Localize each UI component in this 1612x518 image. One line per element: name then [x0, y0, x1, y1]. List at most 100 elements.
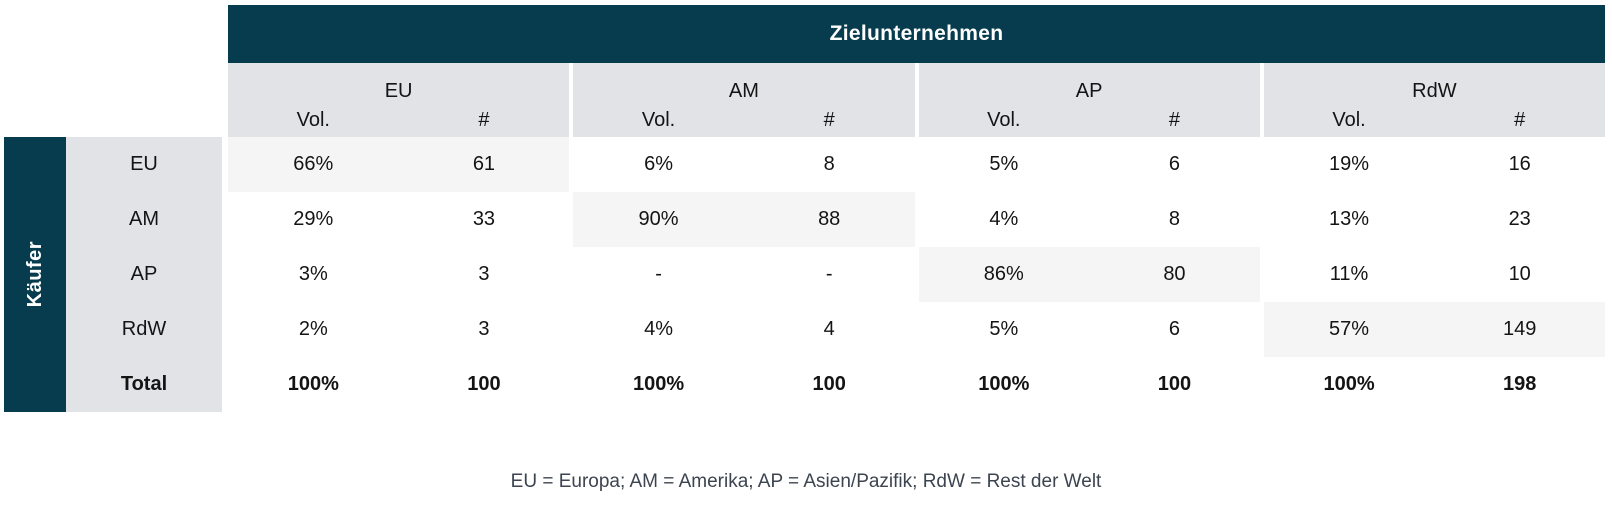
- target-column-header: Zielunternehmen: [228, 5, 1605, 63]
- row-label-rdw: RdW: [121, 318, 167, 340]
- table-row-rdw: 2% 3 4% 4 5% 6 57% 149: [228, 302, 1605, 357]
- cell-group-rdw: 19% 16: [1264, 137, 1605, 192]
- cell-count: 88: [818, 208, 841, 230]
- cell-group-am: 90% 88: [573, 192, 915, 247]
- cell-vol: 29%: [293, 208, 334, 230]
- cell-vol: 5%: [989, 318, 1019, 340]
- top-header-row: Zielunternehmen: [4, 5, 1605, 63]
- cell-group-eu: 3% 3: [228, 247, 569, 302]
- table-row-total: 100% 100 100% 100 100% 100 100% 198: [228, 357, 1605, 412]
- cell-group-am: 4% 4: [573, 302, 914, 357]
- cell-vol: 13%: [1329, 208, 1370, 230]
- cell-group-ap: 5% 6: [919, 137, 1260, 192]
- cell-group-rdw: 100% 198: [1264, 357, 1605, 412]
- count-subheader: #: [1514, 108, 1526, 131]
- cell-vol: 4%: [644, 318, 674, 340]
- cell-group-ap: 4% 8: [919, 192, 1260, 247]
- cell-vol: 2%: [298, 318, 328, 340]
- column-group-label: EU: [384, 80, 413, 102]
- cell-vol: 6%: [644, 153, 674, 175]
- row-label-total: Total: [120, 373, 168, 395]
- column-groups: EU Vol. # AM Vol. # AP Vol. # RdW Vol. #: [228, 63, 1605, 137]
- cell-group-rdw: 11% 10: [1264, 247, 1605, 302]
- column-group-subheaders: Vol. #: [573, 103, 914, 137]
- cell-vol: 90%: [638, 208, 679, 230]
- table-row-ap: 3% 3- -86% 80 11% 10: [228, 247, 1605, 302]
- cell-group-eu: 2% 3: [228, 302, 569, 357]
- cell-group-eu: 66% 61: [228, 137, 570, 192]
- row-label-column: EU AM AP RdW Total: [66, 137, 222, 412]
- cell-count: 100: [812, 373, 846, 395]
- row-label-ap: AP: [130, 263, 158, 285]
- cell-count: 100: [1157, 373, 1192, 395]
- cell-vol: 100%: [978, 373, 1030, 395]
- cell-count: -: [825, 263, 833, 285]
- subheader-spacer: [4, 63, 228, 137]
- table-body: Käufer EU AM AP RdW Total 66% 61 6% 8 5% 6 19% 16 29…: [4, 137, 1605, 412]
- data-grid: 66% 61 6% 8 5% 6 19% 16 29% 33 90% 88 4% 8 13% 23 3% 3- -8…: [228, 137, 1605, 412]
- cell-group-am: 100% 100: [573, 357, 914, 412]
- cell-count: 3: [478, 318, 490, 340]
- cell-count: 33: [472, 208, 496, 230]
- cell-vol: 86%: [983, 263, 1024, 285]
- target-column-header-label: Zielunternehmen: [829, 22, 1004, 45]
- cell-count: 80: [1163, 263, 1186, 285]
- cell-count: 16: [1508, 153, 1531, 175]
- cell-count: 100: [467, 373, 501, 395]
- cell-group-ap: 86% 80: [918, 247, 1260, 302]
- cell-vol: 4%: [989, 208, 1019, 230]
- cell-count: 10: [1508, 263, 1531, 285]
- column-group-eu: EU Vol. #: [228, 63, 570, 137]
- cell-group-am: --: [573, 247, 914, 302]
- table-row-am: 29% 33 90% 88 4% 8 13% 23: [228, 192, 1605, 247]
- cell-count: 23: [1508, 208, 1531, 230]
- corner-spacer: [4, 5, 228, 63]
- cell-vol: 5%: [989, 153, 1019, 175]
- row-label-eu: EU: [130, 153, 158, 175]
- vol-subheader: Vol.: [1332, 108, 1366, 131]
- subheader-row: EU Vol. # AM Vol. # AP Vol. # RdW Vol. #: [4, 63, 1605, 137]
- column-group-subheaders: Vol. #: [919, 103, 1260, 137]
- count-subheader: #: [823, 108, 835, 131]
- cell-group-eu: 29% 33: [228, 192, 569, 247]
- acquisition-matrix-table: Zielunternehmen EU Vol. # AM Vol. # AP Vol. # RdW…: [4, 5, 1605, 412]
- legend-note: EU = Europa; AM = Amerika; AP = Asien/Pa…: [510, 471, 1102, 492]
- table-row-eu: 66% 61 6% 8 5% 6 19% 16: [228, 137, 1605, 192]
- cell-count: 4: [823, 318, 835, 340]
- cell-count: 198: [1503, 373, 1537, 395]
- row-label-am: AM: [129, 208, 159, 230]
- column-group-subheaders: Vol. #: [1264, 103, 1605, 137]
- count-subheader: #: [478, 108, 490, 131]
- column-group-rdw: RdW Vol. #: [1263, 63, 1605, 137]
- cell-vol: 100%: [287, 373, 339, 395]
- vol-subheader: Vol.: [296, 108, 330, 131]
- column-group-label: RdW: [1412, 80, 1457, 102]
- cell-count: 149: [1503, 318, 1537, 340]
- cell-count: 8: [1168, 208, 1180, 230]
- cell-count: 6: [1168, 153, 1180, 175]
- column-group-label: AM: [728, 80, 759, 102]
- count-subheader: #: [1168, 108, 1180, 131]
- column-group-am: AM Vol. #: [573, 63, 915, 137]
- cell-vol: 100%: [1323, 373, 1375, 395]
- cell-group-rdw: 57% 149: [1263, 302, 1605, 357]
- cell-vol: -: [655, 263, 662, 285]
- cell-group-am: 6% 8: [573, 137, 914, 192]
- cell-vol: 11%: [1329, 263, 1369, 285]
- cell-group-ap: 100% 100: [919, 357, 1260, 412]
- cell-group-rdw: 13% 23: [1264, 192, 1605, 247]
- cell-vol: 57%: [1329, 318, 1370, 340]
- column-group-label: AP: [1075, 80, 1103, 102]
- cell-group-eu: 100% 100: [228, 357, 569, 412]
- buyer-row-header-label: Käufer: [23, 241, 46, 308]
- cell-vol: 19%: [1329, 153, 1370, 175]
- buyer-row-header: Käufer: [4, 137, 66, 412]
- column-group-ap: AP Vol. #: [918, 63, 1260, 137]
- cell-vol: 100%: [632, 373, 685, 395]
- cell-count: 8: [823, 153, 835, 175]
- cell-count: 61: [472, 153, 496, 175]
- cell-count: 3: [478, 263, 490, 285]
- column-group-subheaders: Vol. #: [228, 103, 569, 137]
- vol-subheader: Vol.: [987, 108, 1021, 131]
